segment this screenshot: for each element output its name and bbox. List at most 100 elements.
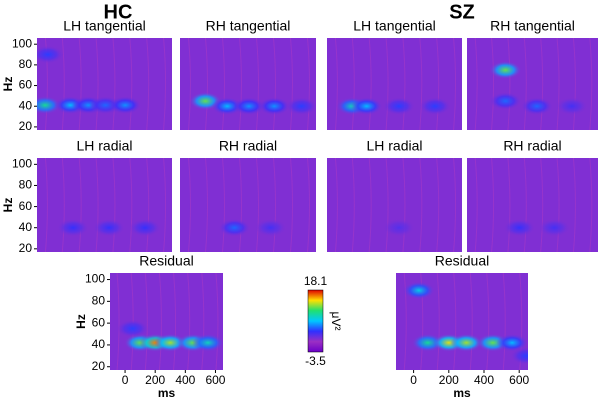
texture bbox=[368, 38, 372, 130]
texture bbox=[163, 38, 167, 130]
texture bbox=[486, 273, 490, 370]
peak bbox=[419, 97, 451, 116]
x-tick-label: 400 bbox=[175, 373, 195, 387]
peak bbox=[285, 97, 316, 116]
peak bbox=[489, 61, 522, 80]
x-tick-label: 400 bbox=[474, 373, 494, 387]
x-tick-label: 200 bbox=[439, 373, 459, 387]
peak bbox=[510, 346, 528, 365]
texture bbox=[188, 158, 191, 252]
texture bbox=[572, 158, 576, 252]
texture bbox=[144, 273, 148, 370]
peak bbox=[129, 218, 161, 237]
panel-title: Residual bbox=[435, 253, 489, 269]
peak bbox=[496, 333, 528, 352]
texture bbox=[523, 158, 527, 252]
y-tick-label: 100 bbox=[12, 157, 32, 171]
texture bbox=[116, 273, 120, 370]
panel-title: RH tangential bbox=[490, 18, 575, 34]
y-tick-label: 60 bbox=[92, 315, 106, 329]
peak bbox=[191, 333, 223, 352]
texture bbox=[256, 158, 259, 252]
texture bbox=[307, 38, 310, 130]
heatmap bbox=[37, 38, 172, 130]
heatmap-background bbox=[180, 38, 316, 130]
group-title: HC bbox=[104, 1, 133, 23]
heatmap bbox=[180, 158, 316, 252]
peak bbox=[37, 45, 64, 64]
peak bbox=[57, 218, 89, 237]
texture bbox=[436, 38, 440, 130]
y-tick-label: 20 bbox=[19, 241, 33, 255]
texture bbox=[273, 158, 276, 252]
texture bbox=[334, 158, 338, 252]
texture bbox=[334, 38, 338, 130]
y-axis-label: Hz bbox=[74, 314, 88, 329]
y-tick-label: 60 bbox=[19, 78, 33, 92]
colorbar-label: μV² bbox=[329, 312, 343, 331]
heatmap bbox=[180, 38, 316, 130]
texture bbox=[129, 38, 133, 130]
heatmap bbox=[467, 158, 598, 252]
texture bbox=[491, 158, 495, 252]
peak bbox=[450, 333, 483, 352]
texture bbox=[403, 273, 407, 370]
peak bbox=[555, 97, 588, 116]
texture bbox=[540, 158, 544, 252]
texture bbox=[436, 273, 440, 370]
texture bbox=[589, 158, 593, 252]
texture bbox=[61, 158, 65, 252]
peak bbox=[258, 97, 291, 116]
heatmap bbox=[327, 38, 462, 130]
texture bbox=[112, 158, 116, 252]
texture bbox=[436, 158, 440, 252]
heatmap bbox=[110, 273, 223, 370]
texture bbox=[273, 38, 276, 130]
peak bbox=[383, 97, 415, 116]
texture bbox=[523, 38, 527, 130]
texture bbox=[239, 158, 242, 252]
y-tick-label: 100 bbox=[12, 36, 32, 50]
peak bbox=[93, 218, 125, 237]
x-tick-label: 200 bbox=[145, 373, 165, 387]
texture bbox=[507, 158, 511, 252]
heatmap-background bbox=[467, 38, 598, 130]
texture bbox=[385, 158, 389, 252]
texture bbox=[453, 158, 457, 252]
texture bbox=[385, 38, 389, 130]
heatmap bbox=[37, 158, 172, 252]
peak bbox=[489, 92, 522, 111]
texture bbox=[158, 273, 162, 370]
heatmap-background bbox=[327, 38, 462, 130]
texture bbox=[453, 273, 457, 370]
texture bbox=[290, 158, 293, 252]
texture bbox=[491, 38, 495, 130]
texture bbox=[556, 38, 560, 130]
y-tick-label: 40 bbox=[19, 98, 33, 112]
texture bbox=[222, 38, 225, 130]
heatmap-background bbox=[327, 158, 462, 252]
peak bbox=[503, 218, 536, 237]
peak bbox=[218, 218, 251, 237]
texture bbox=[239, 38, 242, 130]
panel-title: LH tangential bbox=[353, 18, 436, 34]
colorbar-max: 18.1 bbox=[304, 274, 328, 288]
heatmap-background bbox=[467, 158, 598, 252]
texture bbox=[507, 38, 511, 130]
x-axis-label: ms bbox=[158, 386, 176, 400]
y-tick-label: 80 bbox=[19, 57, 33, 71]
heatmap-background bbox=[180, 158, 316, 252]
texture bbox=[129, 158, 133, 252]
heatmap bbox=[467, 38, 598, 130]
peak bbox=[232, 97, 265, 116]
texture bbox=[215, 273, 219, 370]
texture bbox=[222, 158, 225, 252]
x-tick-label: 0 bbox=[410, 373, 417, 387]
peak bbox=[116, 319, 149, 338]
texture bbox=[419, 38, 423, 130]
group-title: SZ bbox=[449, 1, 475, 23]
texture bbox=[474, 38, 478, 130]
texture bbox=[95, 158, 99, 252]
panel-title: RH radial bbox=[219, 138, 277, 154]
colorbar-min: -3.5 bbox=[305, 354, 326, 368]
